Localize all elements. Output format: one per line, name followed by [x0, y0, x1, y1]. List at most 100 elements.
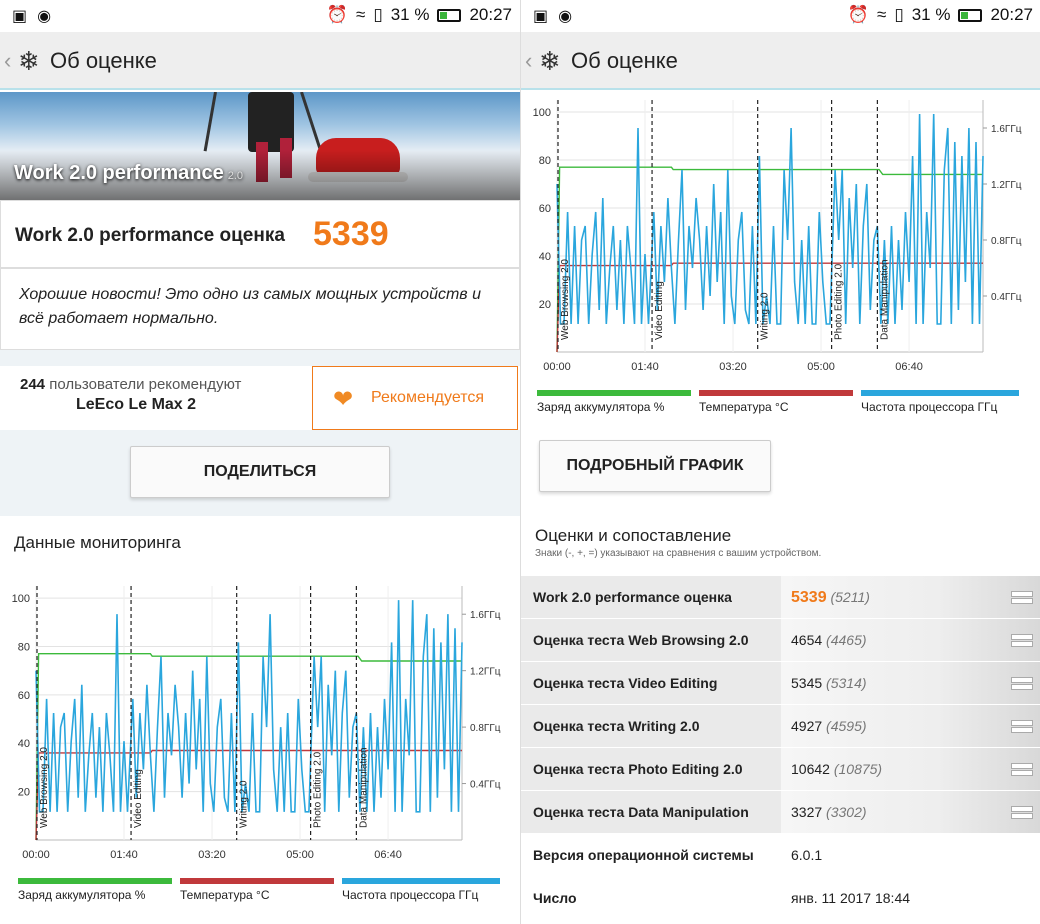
y-tick-label: 40 — [539, 251, 551, 263]
y2-tick-label: 1.2ГГц — [470, 667, 501, 678]
compare-title: Оценки и сопоставление — [535, 526, 732, 545]
table-row-label: Work 2.0 performance оценка — [521, 576, 781, 618]
y2-tick-label: 1.6ГГц — [470, 610, 501, 621]
phase-label: Data Manipulation — [879, 259, 890, 340]
y-tick-label: 100 — [12, 593, 30, 605]
right-screen: ▣ ◉ ⏰ ≈ ▯ 31 % 20:27 ‹ ❄ Об оценке 20 40 60… — [520, 0, 1040, 924]
legend-swatch — [180, 878, 334, 884]
phase-label: Photo Editing 2.0 — [313, 751, 324, 828]
x-tick-label: 05:00 — [807, 361, 835, 373]
phase-label: Web Browsing 2.0 — [39, 747, 50, 828]
score-number: 3327 — [791, 804, 823, 820]
recommend-count-suffix: пользователи рекомендуют — [49, 376, 242, 393]
alarm-icon: ⏰ — [847, 5, 869, 24]
phase-label: Writing 2.0 — [760, 292, 771, 340]
hero-shade — [0, 150, 520, 200]
score-number: 10642 — [791, 761, 830, 777]
legend-swatch — [861, 390, 1019, 396]
x-tick-label: 06:40 — [895, 361, 923, 373]
phase-label: Photo Editing 2.0 — [834, 263, 845, 340]
phase-label: Video Editing — [133, 769, 144, 828]
hero-version: 2.0 — [227, 170, 244, 182]
app-bar: ‹ ❄ Об оценке — [521, 32, 1040, 90]
table-row: Оценка теста Writing 2.0 4927 (4595) — [521, 705, 1040, 748]
share-button[interactable]: ПОДЕЛИТЬСЯ — [130, 446, 390, 498]
app-bar: ‹ ❄ Об оценке — [0, 32, 520, 90]
table-row-label: Оценка теста Writing 2.0 — [521, 705, 781, 747]
snowflake-logo-icon: ❄ — [18, 46, 40, 76]
score-value: 5339 — [313, 215, 389, 253]
back-icon[interactable]: ‹ — [4, 48, 12, 73]
heart-icon: ❤ — [333, 386, 354, 413]
table-row-value: 4654 (4465) — [781, 619, 1040, 661]
x-tick-label: 00:00 — [543, 361, 571, 373]
series-line-2 — [556, 113, 984, 325]
y2-tick-label: 0.4ГГц — [470, 780, 501, 791]
reference-score: (10875) — [833, 761, 883, 777]
wifi-icon: ≈ — [877, 5, 887, 24]
equal-sign-icon — [1011, 806, 1033, 819]
table-row-label: Оценка теста Data Manipulation — [521, 791, 781, 833]
back-icon[interactable]: ‹ — [525, 48, 533, 73]
y-tick-label: 60 — [539, 203, 551, 215]
y-tick-label: 20 — [18, 787, 30, 799]
detail-chart-button[interactable]: ПОДРОБНЫЙ ГРАФИК — [539, 440, 771, 492]
table-row: Work 2.0 performance оценка 5339 (5211) — [521, 576, 1040, 619]
score-number: янв. 11 2017 18:44 — [791, 890, 911, 906]
score-number: 4927 — [791, 718, 823, 734]
alarm-icon: ⏰ — [326, 5, 348, 24]
phase-label: Video Editing — [654, 281, 665, 340]
messenger-icon: ◉ — [37, 8, 52, 25]
x-tick-label: 00:00 — [22, 849, 50, 861]
legend-swatch — [699, 390, 853, 396]
table-row-value: 3327 (3302) — [781, 791, 1040, 833]
legend-swatch — [537, 390, 691, 396]
y-tick-label: 80 — [18, 641, 30, 653]
compare-note: Знаки (-, +, =) указывают на сравнения с… — [535, 548, 822, 559]
clock: 20:27 — [990, 5, 1033, 24]
y-tick-label: 80 — [539, 155, 551, 167]
y-tick-label: 20 — [539, 299, 551, 311]
table-row-value: 4927 (4595) — [781, 705, 1040, 747]
legend-label: Заряд аккумулятора % — [537, 400, 665, 414]
series-line-0 — [35, 653, 462, 841]
phase-label: Writing 2.0 — [239, 780, 250, 828]
hero-title: Work 2.0 performance 2.0 — [14, 162, 243, 185]
table-row-label: Версия операционной системы — [521, 834, 781, 876]
x-tick-label: 01:40 — [631, 361, 659, 373]
equal-sign-icon — [1011, 720, 1033, 733]
table-row-value: янв. 11 2017 18:44 — [781, 877, 1040, 919]
y-tick-label: 40 — [18, 738, 30, 750]
clock: 20:27 — [469, 5, 512, 24]
recommend-count-number: 244 — [20, 376, 46, 393]
reference-score: (4465) — [826, 632, 867, 648]
x-tick-label: 05:00 — [286, 849, 314, 861]
ski-pole — [203, 92, 217, 152]
score-number: 5339 — [791, 589, 827, 606]
table-row-label: Число — [521, 877, 781, 919]
score-box: Work 2.0 performance оценка 5339 — [0, 200, 520, 268]
gallery-icon: ▣ — [12, 8, 28, 25]
chart-legend: Заряд аккумулятора % Температура °C Частот… — [18, 878, 508, 918]
phase-label: Web Browsing 2.0 — [560, 259, 571, 340]
recommend-button[interactable]: ❤ Рекомендуется — [312, 366, 518, 430]
x-tick-label: 03:20 — [198, 849, 226, 861]
phone-icon: ▯ — [373, 5, 383, 24]
y2-tick-label: 0.8ГГц — [470, 723, 501, 734]
table-row: Оценка теста Web Browsing 2.0 4654 (4465) — [521, 619, 1040, 662]
status-bar: ▣ ◉ ⏰ ≈ ▯ 31 % 20:27 — [0, 0, 520, 32]
battery-text: 31 % — [911, 5, 951, 24]
x-tick-label: 06:40 — [374, 849, 402, 861]
page-title: Об оценке — [50, 48, 157, 73]
x-tick-label: 03:20 — [719, 361, 747, 373]
monitoring-chart: 20 40 60 80 100 00:00 01:40 03:20 05:00 06:40 0.4Г… — [533, 100, 1022, 373]
table-row: Оценка теста Photo Editing 2.0 10642 (108… — [521, 748, 1040, 791]
recommend-box: 244 пользователи рекомендуют LeEco Le Ma… — [0, 366, 520, 430]
table-row: Число янв. 11 2017 18:44 — [521, 877, 1040, 920]
table-row-label: Оценка теста Photo Editing 2.0 — [521, 748, 781, 790]
table-row-value: 10642 (10875) — [781, 748, 1040, 790]
y-tick-label: 100 — [533, 107, 551, 119]
wifi-icon: ≈ — [356, 5, 366, 24]
table-row: Оценка теста Video Editing 5345 (5314) — [521, 662, 1040, 705]
table-row-value: 5345 (5314) — [781, 662, 1040, 704]
